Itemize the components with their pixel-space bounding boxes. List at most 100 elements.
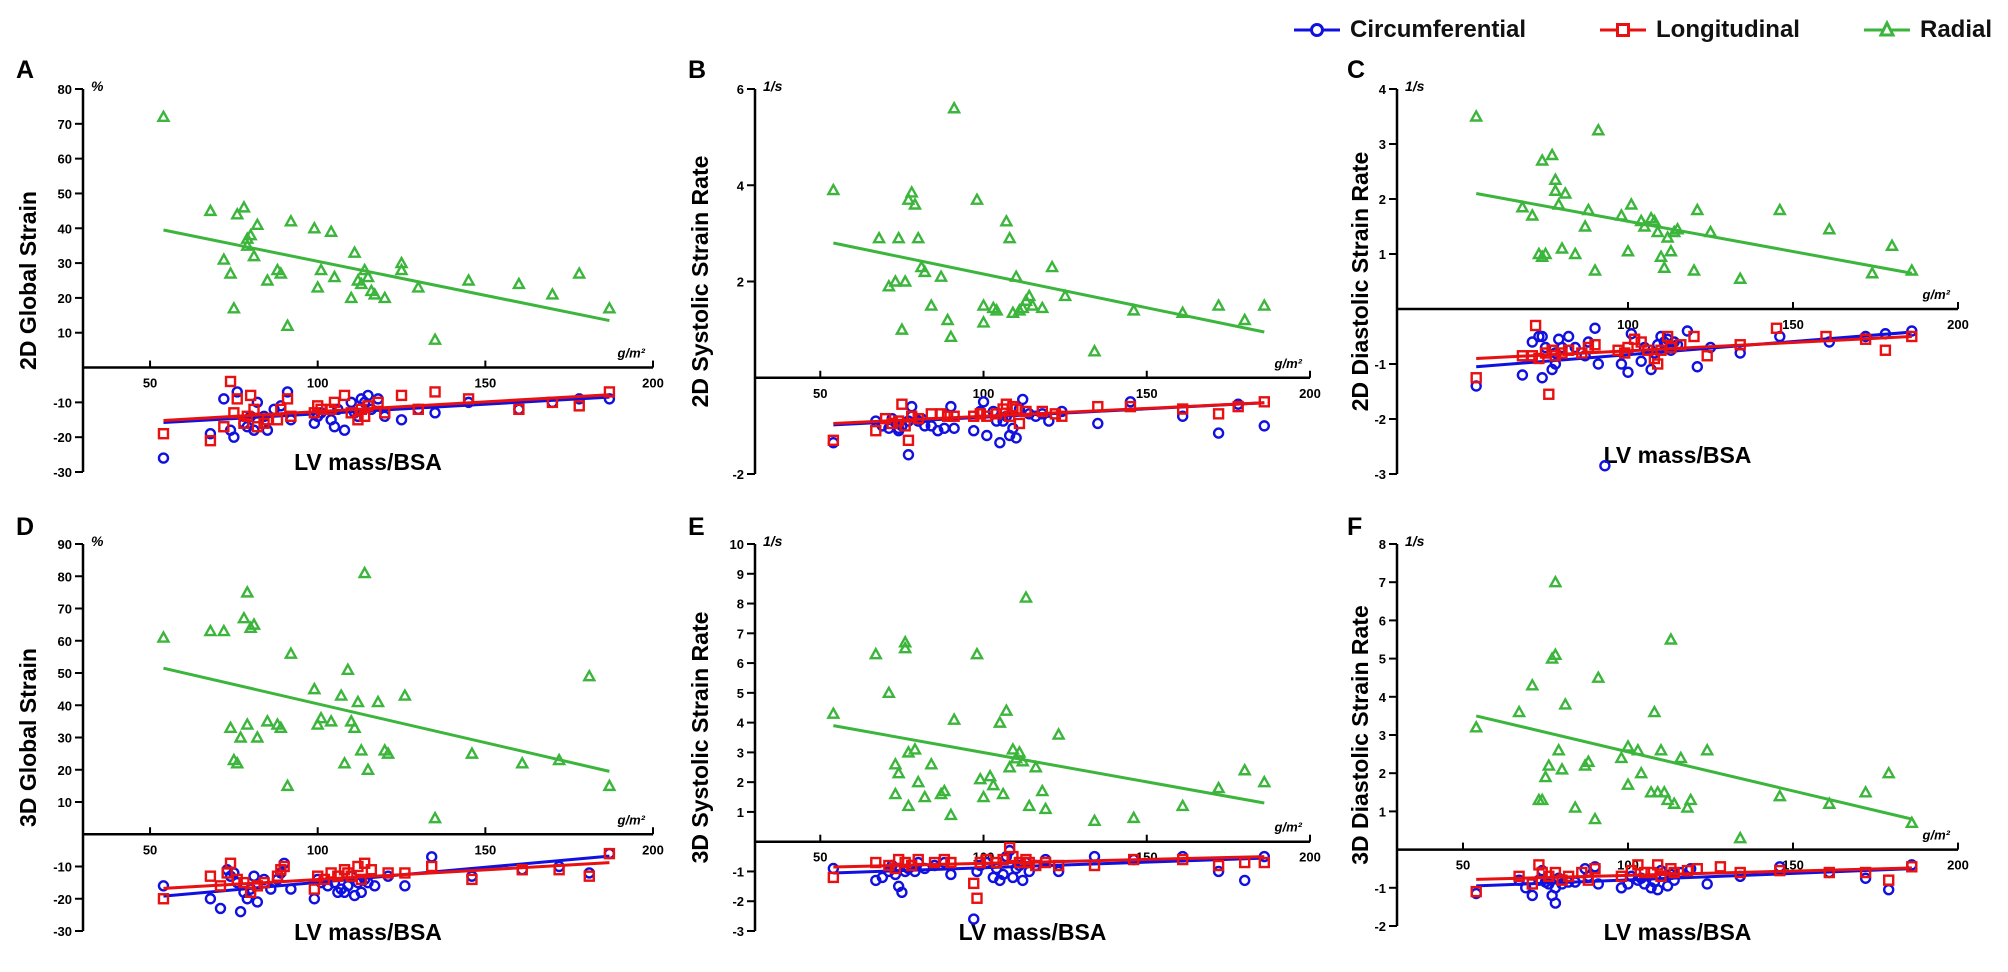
longitudinal-point (886, 417, 898, 430)
circumferential-point (1661, 880, 1674, 892)
x-tick-label: 200 (1947, 317, 1969, 332)
radial-point (360, 269, 376, 283)
longitudinal-regression-line (833, 401, 1265, 425)
radial-point (280, 318, 295, 331)
radial-point (1673, 750, 1688, 764)
radial-point (1568, 800, 1583, 813)
longitudinal-point (204, 870, 217, 882)
radial-point (1002, 230, 1017, 244)
radial-point (973, 771, 988, 785)
radial-point (1733, 830, 1748, 844)
radial-point (324, 713, 339, 727)
radial-point (1538, 246, 1553, 260)
radial-point (1525, 208, 1540, 221)
longitudinal-point (1007, 400, 1019, 413)
y-tick-label: -2 (732, 467, 744, 482)
y-axis-label: 2D Systolic Strain Rate (687, 156, 713, 408)
longitudinal-point (1651, 859, 1664, 871)
radial-point (888, 756, 903, 770)
x-axis-label: LV mass/BSA (294, 919, 442, 945)
radial-point (1690, 202, 1705, 216)
radial-point (1548, 183, 1563, 196)
series-longitudinal (1470, 859, 1918, 898)
radial-point (911, 774, 926, 788)
radial-point (347, 245, 362, 258)
x-tick-label: 50 (143, 376, 157, 391)
x-tick-label: 150 (475, 842, 497, 857)
radial-point (907, 197, 923, 210)
radial-point (582, 668, 597, 682)
radial-point (307, 220, 322, 234)
longitudinal-point (968, 877, 980, 890)
radial-point (233, 730, 248, 743)
radial-point (367, 286, 382, 300)
x-axis-label: LV mass/BSA (959, 919, 1107, 945)
legend-radial: Radial (1862, 12, 1992, 48)
circumferential-point (1882, 884, 1895, 896)
y-tick-label: 6 (737, 656, 744, 671)
x-tick-label: 150 (1782, 317, 1804, 332)
x-axis-label: LV mass/BSA (294, 449, 442, 475)
radial-point (377, 290, 392, 304)
y-tick-label: 5 (1379, 652, 1386, 667)
longitudinal-point (204, 434, 217, 447)
radial-point (1028, 759, 1043, 773)
longitudinal-point (251, 880, 264, 892)
y-tick-label: 4 (1379, 690, 1387, 705)
radial-point (240, 584, 255, 598)
circumferential-point (204, 428, 217, 440)
radial-point (901, 192, 916, 205)
radial-point (1469, 719, 1484, 733)
circumferential-point (308, 893, 321, 905)
radial-point (223, 720, 238, 734)
x-axis-label: LV mass/BSA (1604, 442, 1752, 468)
panel-c: -3 -2 -1 1 2 3 4 100 150 200 1/s g/m² C 2D Diastolic … (1347, 56, 1969, 482)
radial-point (1211, 298, 1226, 311)
radial-point (371, 694, 386, 708)
circumferential-point (228, 431, 240, 443)
radial-point (273, 720, 288, 734)
radial-point (891, 230, 906, 244)
radial-point (1257, 774, 1272, 788)
longitudinal-point (382, 867, 394, 879)
circumferential-point (1526, 889, 1539, 902)
radial-point (216, 252, 231, 265)
radial-point (1515, 199, 1530, 213)
y-unit-label: % (91, 533, 104, 549)
radial-point (283, 646, 298, 659)
circumferential-point (362, 389, 374, 402)
radial-point (1822, 221, 1837, 235)
circumferential-point (248, 870, 260, 882)
radial-point (1538, 769, 1553, 783)
y-tick-label: -3 (732, 924, 744, 939)
y-tick-label: 5 (737, 686, 744, 701)
radial-point (1022, 798, 1037, 812)
legend-circumferential-label: Circumferential (1350, 16, 1527, 43)
longitudinal-point (281, 393, 294, 405)
radial-point (1018, 590, 1034, 603)
longitudinal-point (1013, 417, 1026, 430)
radial-point (1660, 792, 1675, 806)
y-tick-label: 10 (730, 537, 744, 552)
radial-point (1644, 784, 1659, 798)
radial-point (515, 755, 530, 769)
radial-point (947, 100, 962, 114)
radial-point (898, 640, 913, 654)
radial-point (1686, 263, 1702, 276)
longitudinal-point (941, 410, 954, 422)
y-axis-label: 3D Systolic Strain Rate (687, 612, 713, 864)
y-tick-label: 70 (58, 602, 72, 617)
radial-point (1591, 122, 1606, 136)
longitudinal-point (244, 886, 257, 898)
x-unit-label: g/m² (1274, 356, 1303, 371)
radial-point (1175, 798, 1190, 812)
x-unit-label: g/m² (1922, 828, 1951, 843)
circumferential-point (1043, 415, 1055, 427)
longitudinal-point (1526, 878, 1539, 890)
longitudinal-point (278, 860, 290, 873)
radial-point (969, 192, 985, 205)
circumferential-point (1651, 884, 1664, 896)
longitudinal-point (1124, 400, 1137, 413)
radial-point (904, 184, 919, 198)
longitudinal-point (1632, 859, 1644, 871)
